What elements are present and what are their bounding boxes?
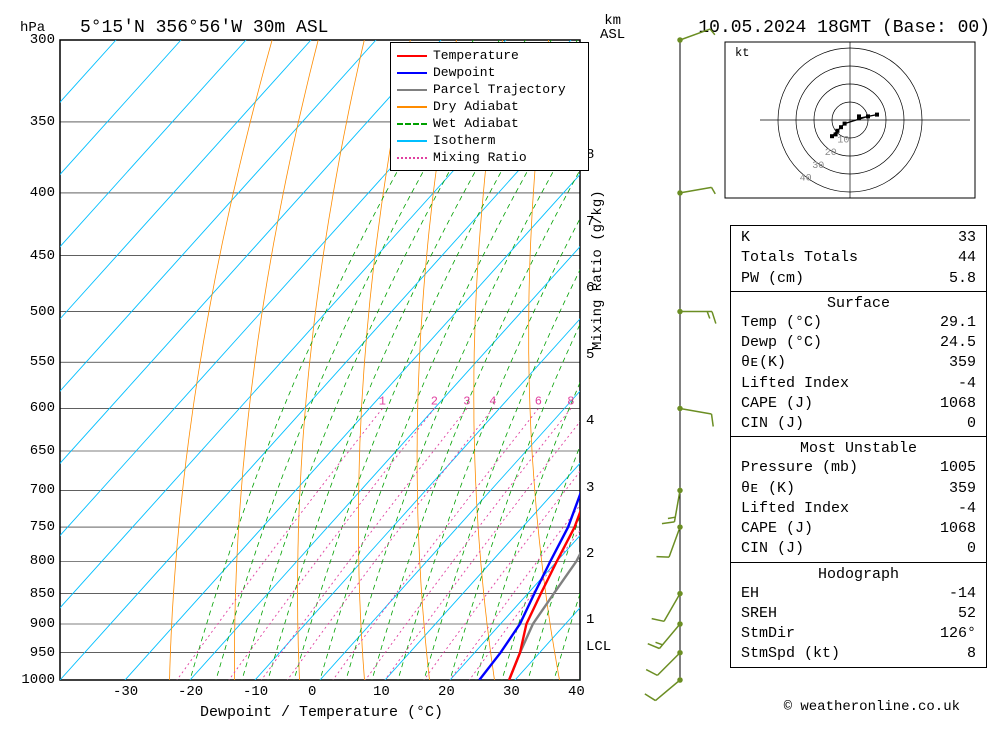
stats-row: CIN (J)0 (731, 414, 986, 434)
svg-text:kt: kt (735, 46, 749, 60)
legend-item: Mixing Ratio (397, 149, 582, 166)
wind-barb-column (650, 40, 710, 680)
stats-row: StmDir126° (731, 624, 986, 644)
copyright-text: © weatheronline.co.uk (784, 699, 960, 715)
stats-row: Lifted Index-4 (731, 499, 986, 519)
stats-row: PW (cm)5.8 (731, 269, 986, 289)
stats-row: CAPE (J)1068 (731, 519, 986, 539)
svg-text:6: 6 (535, 394, 542, 408)
svg-text:1: 1 (379, 394, 386, 408)
hodograph: kt 10203040 (720, 40, 980, 200)
stats-row: θᴇ (K)359 (731, 479, 986, 499)
stats-panel: K33Totals Totals44PW (cm)5.8 Surface Tem… (730, 225, 987, 668)
legend-item: Wet Adiabat (397, 115, 582, 132)
datetime-title: 10.05.2024 18GMT (Base: 00) (698, 18, 990, 38)
stats-most-unstable: Most Unstable Pressure (mb)1005θᴇ (K)359… (731, 437, 986, 562)
location-title: 5°15'N 356°56'W 30m ASL (80, 18, 328, 38)
stats-hodo-title: Hodograph (731, 565, 986, 584)
stats-mu-title: Most Unstable (731, 439, 986, 458)
legend-item: Parcel Trajectory (397, 81, 582, 98)
stats-row: EH-14 (731, 584, 986, 604)
svg-text:4: 4 (489, 394, 496, 408)
svg-text:30: 30 (812, 161, 824, 172)
stats-row: StmSpd (kt)8 (731, 644, 986, 664)
legend-item: Temperature (397, 47, 582, 64)
svg-text:10: 10 (837, 136, 849, 147)
root: hPa 5°15'N 356°56'W 30m ASL 10.05.2024 1… (0, 0, 1000, 733)
stats-row: Pressure (mb)1005 (731, 458, 986, 478)
svg-text:40: 40 (800, 173, 812, 184)
stats-row: SREH52 (731, 604, 986, 624)
legend-item: Isotherm (397, 132, 582, 149)
stats-row: Temp (°C)29.1 (731, 313, 986, 333)
legend-item: Dry Adiabat (397, 98, 582, 115)
ylabel-altitude: kmASL (600, 14, 625, 42)
stats-row: K33 (731, 228, 986, 248)
x-axis-label: Dewpoint / Temperature (°C) (200, 704, 443, 721)
stats-row: θᴇ(K)359 (731, 353, 986, 373)
stats-row: Dewp (°C)24.5 (731, 333, 986, 353)
legend: TemperatureDewpointParcel TrajectoryDry … (390, 42, 589, 171)
stats-row: CIN (J)0 (731, 539, 986, 559)
svg-text:20: 20 (825, 148, 837, 159)
svg-text:2: 2 (431, 394, 438, 408)
stats-surface-title: Surface (731, 294, 986, 313)
mixing-ratio-label: Mixing Ratio (g/kg) (590, 190, 606, 350)
stats-row: Lifted Index-4 (731, 374, 986, 394)
stats-hodograph: Hodograph EH-14SREH52StmDir126°StmSpd (k… (731, 563, 986, 667)
stats-row: CAPE (J)1068 (731, 394, 986, 414)
svg-text:8: 8 (567, 394, 574, 408)
stats-indices: K33Totals Totals44PW (cm)5.8 (731, 226, 986, 292)
stats-surface: Surface Temp (°C)29.1Dewp (°C)24.5θᴇ(K)3… (731, 292, 986, 438)
stats-row: Totals Totals44 (731, 248, 986, 268)
svg-text:3: 3 (463, 394, 470, 408)
legend-item: Dewpoint (397, 64, 582, 81)
